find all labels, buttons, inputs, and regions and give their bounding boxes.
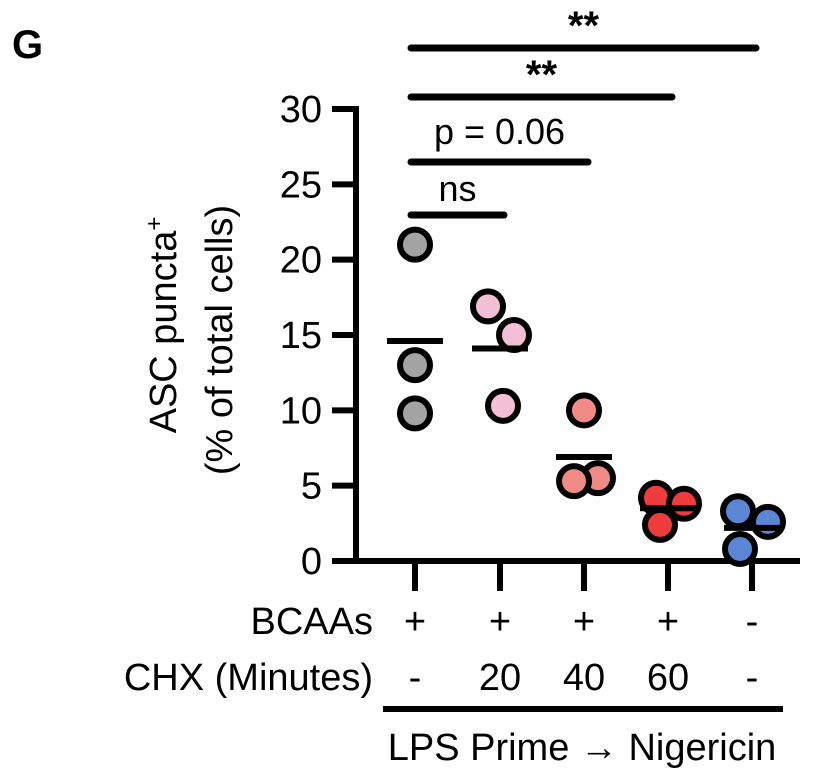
y-tick-label: 10 bbox=[280, 390, 322, 432]
data-point bbox=[397, 226, 433, 263]
axes: 0 5 10 15 20 25 30 bbox=[280, 89, 800, 591]
bcaas-value: - bbox=[746, 601, 759, 643]
y-tick-label: 20 bbox=[280, 240, 322, 282]
chx-value: 20 bbox=[479, 657, 521, 699]
data-point bbox=[566, 392, 602, 429]
y-axis-title-text: ASC puncta bbox=[143, 230, 185, 434]
chx-value: 40 bbox=[563, 657, 605, 699]
significance-label: ** bbox=[568, 4, 600, 48]
data-point bbox=[397, 347, 433, 384]
y-tick-label: 0 bbox=[301, 541, 322, 583]
treatment-caption: LPS Prime → Nigericin bbox=[388, 727, 777, 769]
condition-table: BCAAs CHX (Minutes) + - +20 +40 +60 - - bbox=[124, 601, 758, 699]
data-point bbox=[556, 463, 592, 500]
y-axis-title-superscript: + bbox=[141, 217, 168, 231]
chx-value: - bbox=[409, 657, 422, 699]
data-point bbox=[397, 395, 433, 432]
data-point bbox=[722, 530, 758, 567]
y-axis-title-line2: (% of total cells) bbox=[199, 205, 241, 475]
y-tick-label: 30 bbox=[280, 89, 322, 131]
bcaas-value: + bbox=[404, 601, 426, 643]
significance-brackets: ns p = 0.06 **** bbox=[407, 4, 760, 219]
bcaas-value: + bbox=[657, 601, 679, 643]
y-axis-title-line1: ASC puncta+ bbox=[141, 217, 185, 434]
y-tick-label: 15 bbox=[280, 315, 322, 357]
data-point bbox=[720, 493, 756, 530]
significance-label: ns bbox=[438, 168, 476, 209]
bcaas-row-label: BCAAs bbox=[251, 601, 373, 643]
bcaas-value: + bbox=[489, 601, 511, 643]
data-point bbox=[485, 387, 521, 424]
panel-label: G bbox=[12, 23, 43, 67]
chx-value: 60 bbox=[647, 657, 689, 699]
data-points bbox=[387, 226, 786, 567]
y-tick-label: 5 bbox=[301, 466, 322, 508]
y-tick-label: 25 bbox=[280, 164, 322, 206]
data-point bbox=[470, 288, 506, 325]
bcaas-value: + bbox=[573, 601, 595, 643]
data-point bbox=[496, 317, 532, 353]
chx-value: - bbox=[746, 657, 759, 699]
data-point bbox=[642, 506, 678, 543]
significance-label: p = 0.06 bbox=[434, 111, 565, 152]
chx-row-label: CHX (Minutes) bbox=[124, 657, 373, 699]
data-point bbox=[750, 503, 786, 540]
significance-label: ** bbox=[526, 53, 558, 97]
